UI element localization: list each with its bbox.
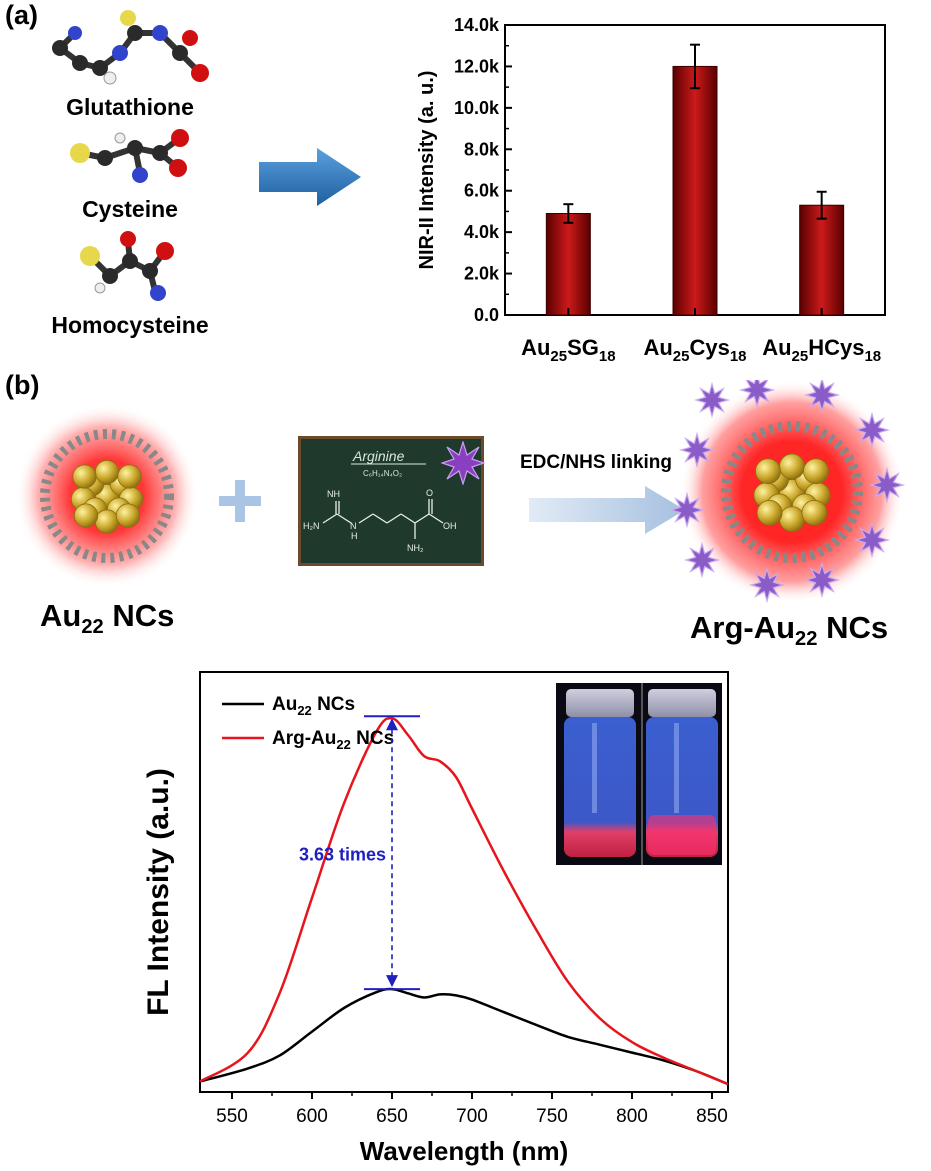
gold-atom xyxy=(117,464,142,489)
au22-ncs-label: Au22 NCs xyxy=(40,598,175,639)
x-tick-label: 700 xyxy=(456,1106,488,1127)
arginine-star xyxy=(693,381,731,419)
atom-label-nh: NH xyxy=(327,489,340,499)
y-tick-label: 2.0k xyxy=(464,264,500,284)
atom-label-o: O xyxy=(426,488,433,498)
legend-label: Arg-Au22 NCs xyxy=(272,728,394,752)
arginine-star xyxy=(672,491,706,529)
gold-atom xyxy=(94,509,120,534)
molecule-name-glutathione: Glutathione xyxy=(66,94,194,120)
arginine-star xyxy=(678,431,716,469)
fl-spectrum-chart: 550 600 650 700 750 800 850 Wavelength (nm) FL I… xyxy=(142,671,729,1166)
linking-arrow-icon xyxy=(529,486,685,534)
cysteine-molecule xyxy=(70,129,189,183)
y-tick-label: 8.0k xyxy=(464,139,500,159)
glutathione-molecule xyxy=(52,10,209,85)
y-tick-label: 0.0 xyxy=(474,305,499,325)
x-tick-label: Au25SG18 xyxy=(521,335,616,365)
ratio-arrowhead-down xyxy=(386,975,398,988)
x-tick-label: 650 xyxy=(376,1106,408,1127)
y-axis-label: NIR-II Intensity (a. u.) xyxy=(416,71,438,270)
arginine-star xyxy=(868,466,906,504)
x-tick-label: Au25Cys18 xyxy=(643,335,746,365)
panel-b-label: (b) xyxy=(5,370,40,400)
series-line-au22 xyxy=(199,987,729,1086)
bar xyxy=(672,65,718,316)
x-tick-label: 600 xyxy=(296,1106,328,1127)
arginine-star xyxy=(748,566,786,604)
atom-label-oh: OH xyxy=(443,521,457,531)
arginine-star xyxy=(803,380,841,414)
arginine-star xyxy=(853,521,891,559)
gold-atom xyxy=(803,458,829,485)
arginine-star xyxy=(738,380,776,409)
y-tick-label: 10.0k xyxy=(454,98,500,118)
gold-atom xyxy=(801,499,828,526)
bar xyxy=(799,204,845,316)
y-tick-label: 12.0k xyxy=(454,56,500,76)
gold-atom xyxy=(756,499,783,526)
molecule-name-homocysteine: Homocysteine xyxy=(51,312,209,338)
arginine-star xyxy=(853,411,891,449)
ratio-annotation: 3.63 times xyxy=(299,845,386,865)
x-tick-label: 850 xyxy=(696,1106,728,1127)
arginine-star-icon xyxy=(441,441,485,485)
au22-nanocluster-illustration xyxy=(15,404,199,588)
arg-au22-nanocluster-illustration xyxy=(672,380,906,604)
series-line-arg-au22 xyxy=(199,716,729,1086)
vial-photo-inset xyxy=(556,683,722,865)
atom-label-h: H xyxy=(351,531,358,541)
plot-frame xyxy=(199,671,729,1093)
arginine-title: Arginine xyxy=(352,448,405,464)
arg-au22-ncs-label: Arg-Au22 NCs xyxy=(690,610,889,651)
homocysteine-molecule xyxy=(80,231,174,301)
nir-intensity-bar-chart: 0.0 2.0k 4.0k 6.0k 8.0k 10.0k 12.0k 14.0k NIR-II… xyxy=(416,15,886,365)
x-tick-label: 750 xyxy=(536,1106,568,1127)
plus-icon xyxy=(219,480,261,522)
atom-label-nh2: NH₂ xyxy=(407,543,424,553)
x-axis-label: Wavelength (nm) xyxy=(360,1136,568,1166)
edc-nhs-linking-label: EDC/NHS linking xyxy=(520,452,673,473)
atom-label-n: N xyxy=(350,521,357,531)
arginine-chalkboard: Arginine C₆H₁₄N₄O₂ NH H₂N N H O OH NH₂ xyxy=(298,436,485,566)
bar xyxy=(545,213,591,316)
gold-atom xyxy=(73,503,99,528)
gold-atom xyxy=(779,453,805,480)
gold-atom xyxy=(94,459,120,485)
arginine-star xyxy=(803,561,841,599)
gold-atom xyxy=(755,458,781,485)
legend-label: Au22 NCs xyxy=(272,694,355,718)
y-tick-label: 4.0k xyxy=(464,222,500,242)
y-tick-label: 14.0k xyxy=(454,15,500,35)
molecule-name-cysteine: Cysteine xyxy=(82,196,178,222)
ratio-arrowhead-up xyxy=(386,718,398,731)
panel-a-label: (a) xyxy=(5,0,38,30)
x-tick-label: 550 xyxy=(216,1106,248,1127)
x-tick-label: 800 xyxy=(616,1106,648,1127)
gold-atom xyxy=(779,506,805,533)
arginine-star xyxy=(683,541,721,579)
atom-label-h2n: H₂N xyxy=(303,521,320,531)
gold-atom xyxy=(115,503,141,528)
y-tick-label: 6.0k xyxy=(464,181,500,201)
x-tick-label: Au25HCys18 xyxy=(762,335,881,365)
blue-arrow-icon xyxy=(259,148,361,206)
arginine-formula: C₆H₁₄N₄O₂ xyxy=(363,469,402,478)
gold-atom xyxy=(72,464,97,489)
y-axis-label: FL Intensity (a.u.) xyxy=(142,768,175,1016)
